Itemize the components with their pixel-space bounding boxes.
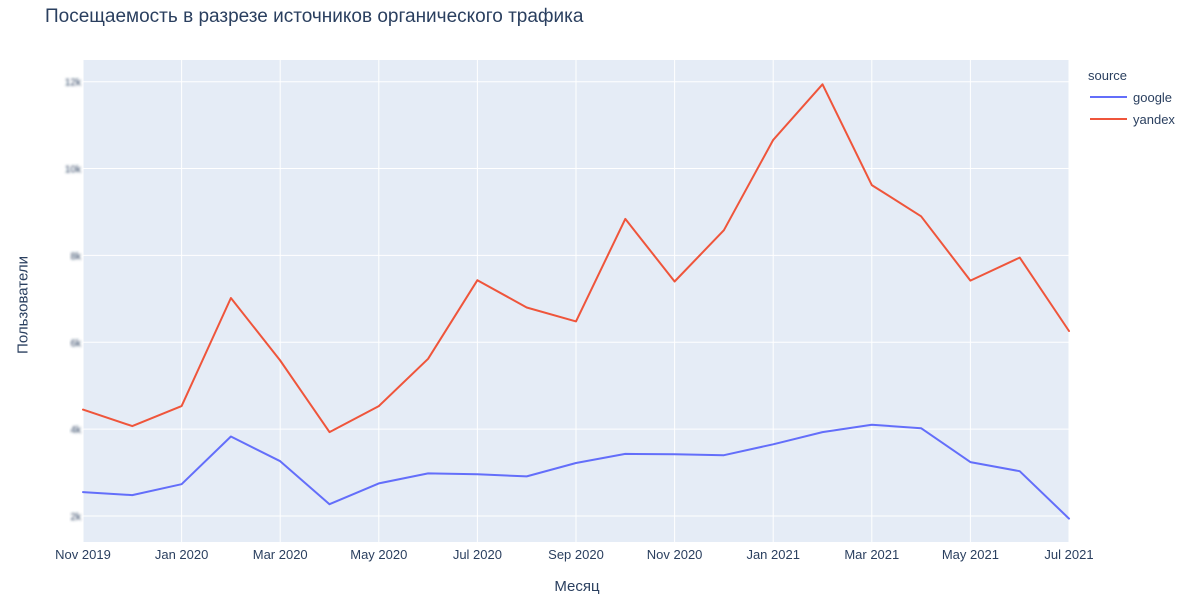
y-tick-label: 12k bbox=[65, 78, 82, 89]
legend-item-yandex[interactable]: yandex bbox=[1088, 108, 1175, 130]
x-axis-title: Месяц bbox=[554, 578, 600, 595]
legend-label-google: google bbox=[1133, 89, 1173, 105]
x-tick-label: May 2021 bbox=[942, 547, 999, 562]
legend-title: source bbox=[1088, 68, 1128, 83]
x-tick-label: Jan 2021 bbox=[746, 547, 800, 562]
x-tick-label: Mar 2020 bbox=[253, 547, 308, 562]
y-tick-label: 4k bbox=[70, 425, 82, 436]
x-tick-label: Nov 2020 bbox=[647, 547, 703, 562]
grid bbox=[82, 60, 1070, 542]
legend-swatch-google bbox=[1090, 96, 1127, 98]
x-tick-label: May 2020 bbox=[350, 547, 407, 562]
legend-label-yandex: yandex bbox=[1133, 111, 1175, 127]
x-tick-label: Jul 2020 bbox=[453, 547, 502, 562]
series-line-google bbox=[82, 423, 1070, 520]
x-tick-label: Sep 2020 bbox=[548, 547, 604, 562]
chart-title: Посещаемость в разрезе источников органи… bbox=[45, 6, 584, 27]
y-axis-title: Пользователи bbox=[14, 256, 32, 354]
legend-item-google[interactable]: google bbox=[1088, 86, 1175, 108]
series-lines bbox=[82, 83, 1070, 520]
y-tick-label: 8k bbox=[70, 251, 82, 262]
x-tick-label: Jan 2020 bbox=[155, 547, 209, 562]
x-tick-label: Nov 2019 bbox=[55, 547, 111, 562]
series-line-yandex bbox=[82, 83, 1070, 434]
x-tick-label: Mar 2021 bbox=[844, 547, 899, 562]
y-axis-ticks: 2k 4k 6k 8k 10k 12k bbox=[65, 78, 82, 523]
x-tick-label: Jul 2021 bbox=[1044, 547, 1093, 562]
y-tick-label: 2k bbox=[70, 512, 82, 523]
y-tick-label: 10k bbox=[65, 165, 82, 176]
y-tick-label: 6k bbox=[70, 338, 82, 349]
x-axis-ticks: Nov 2019 Jan 2020 Mar 2020 May 2020 Jul 2020… bbox=[55, 547, 1093, 562]
legend-swatch-yandex bbox=[1090, 118, 1127, 120]
legend[interactable]: source google yandex bbox=[1088, 68, 1175, 130]
